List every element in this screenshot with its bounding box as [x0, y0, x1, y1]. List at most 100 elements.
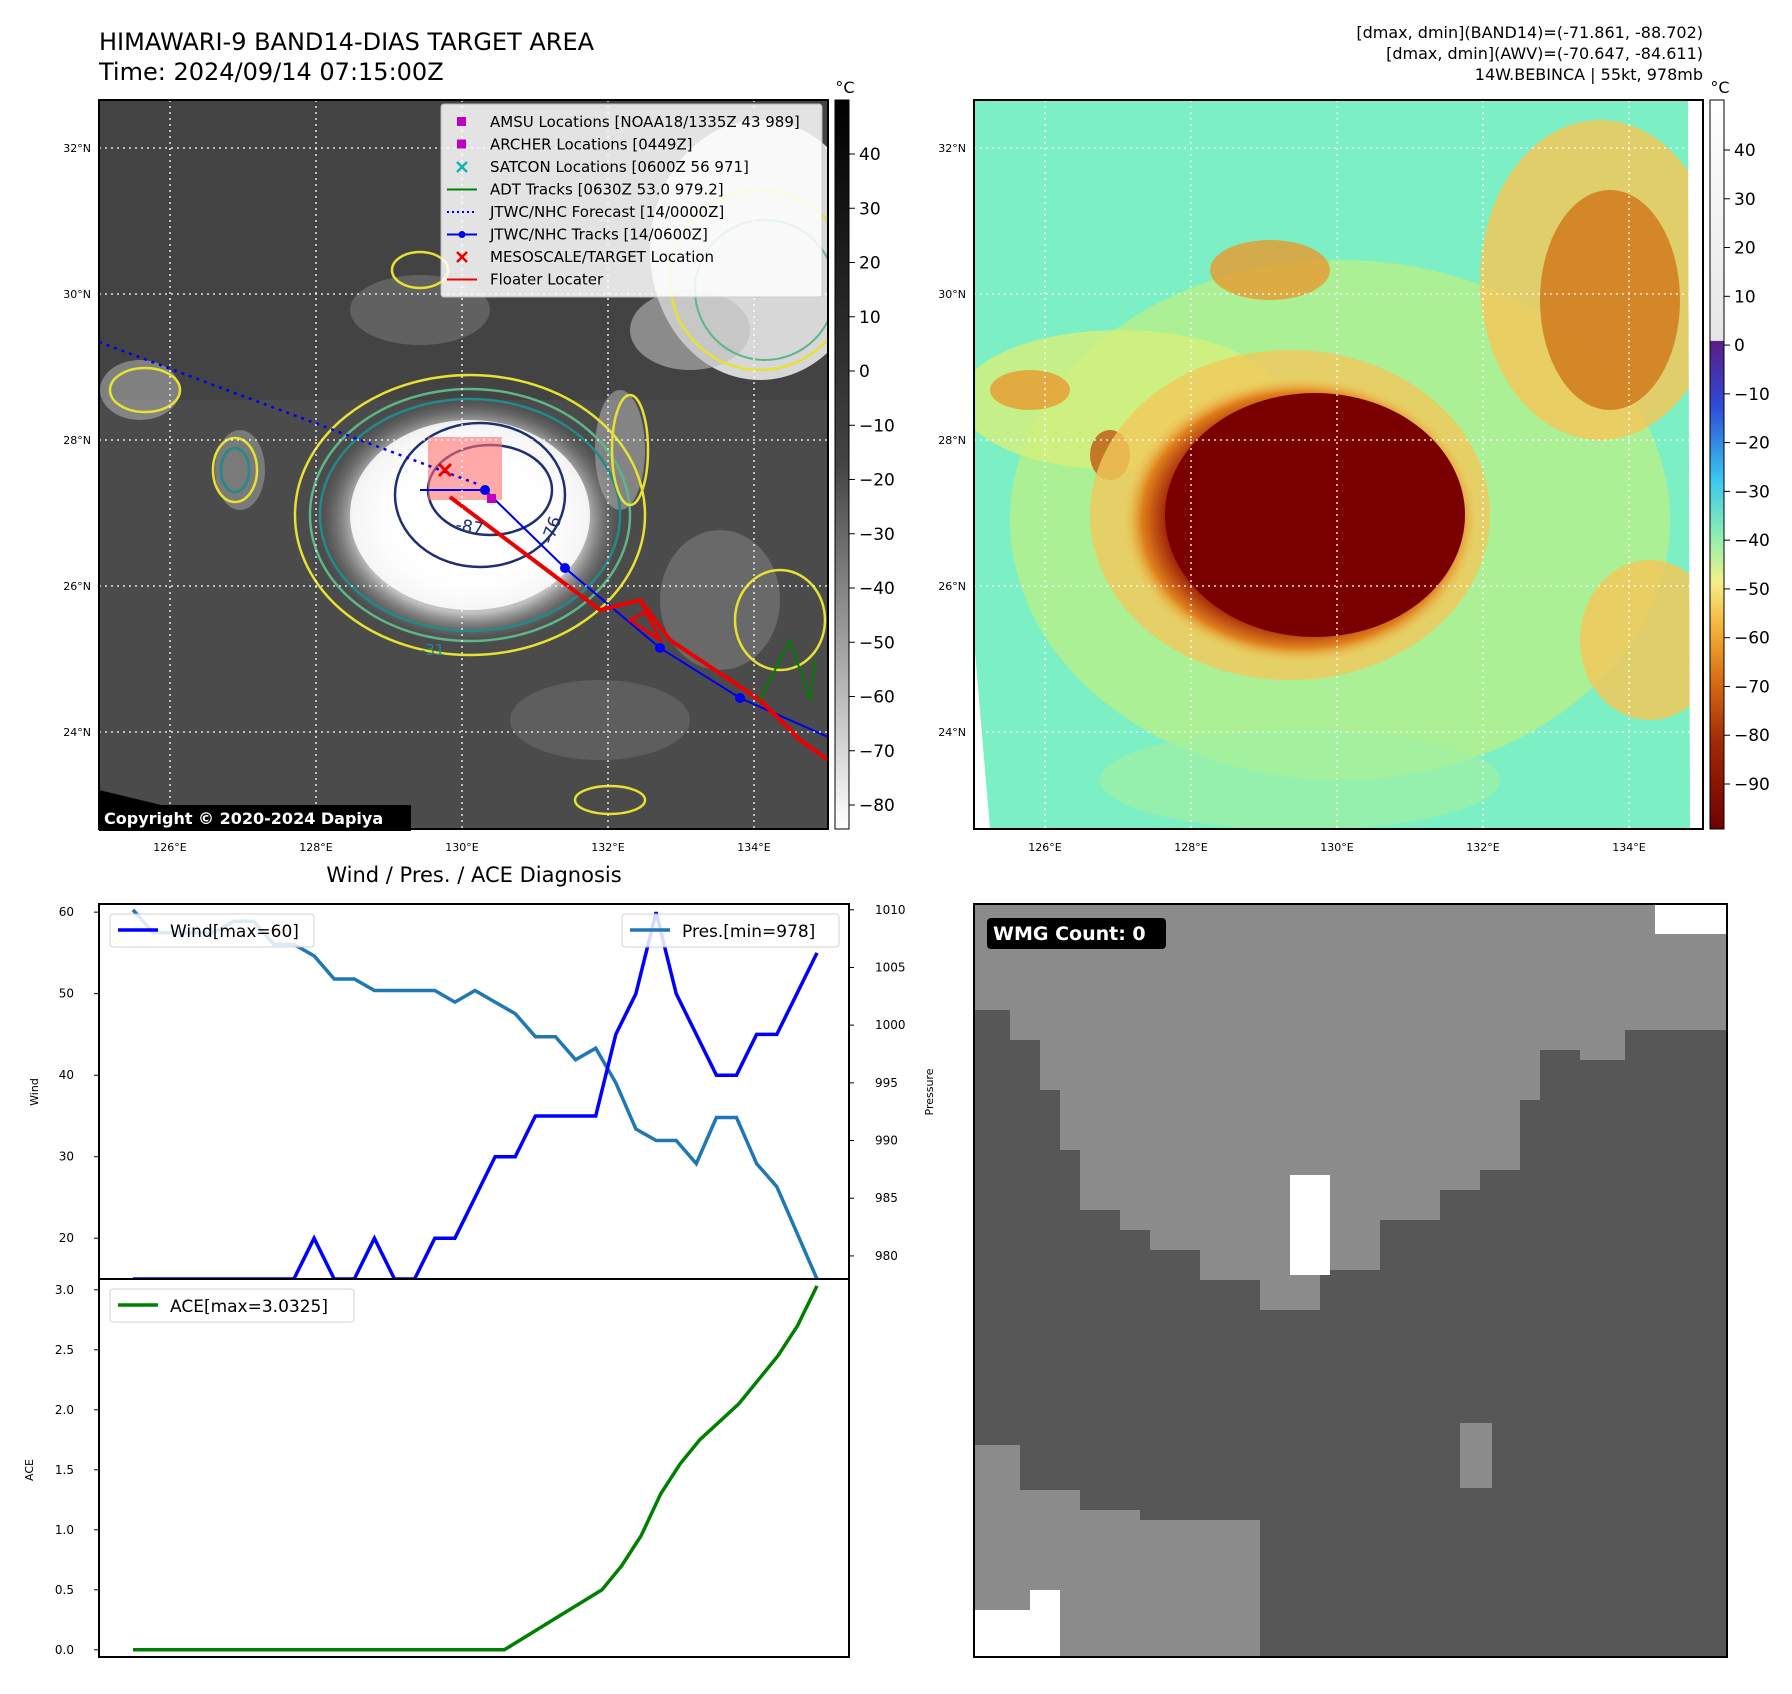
storm-info: 14W.BEBINCA | 55kt, 978mb: [1475, 65, 1703, 84]
ace-tick-label: 2.5: [55, 1343, 74, 1357]
lon-tick-label: 132°E: [1466, 841, 1499, 854]
wind-tick-label: 20: [59, 1231, 74, 1245]
colorbar-tick-label: −80: [859, 796, 895, 816]
pressure-legend-label: Pres.[min=978]: [682, 922, 815, 942]
legend-label: ADT Tracks [0630Z 53.0 979.2]: [490, 181, 724, 199]
contour-label: -31: [420, 641, 445, 659]
colorbar-tick-label: 0: [859, 362, 870, 382]
colorbar-tick-label: −10: [859, 416, 895, 436]
ir-map-panel: -87 -76 -31 AMSU Locations [NOAA18/1335Z…: [98, 99, 829, 831]
colorbar-left-unit: °C: [835, 78, 854, 97]
ace-tick-label: 0.0: [55, 1643, 74, 1657]
lat-tick-label: 30°N: [63, 288, 91, 301]
lon-tick-label: 126°E: [153, 841, 186, 854]
colorbar-tick-label: −60: [1734, 629, 1770, 649]
pressure-tick-label: 980: [875, 1249, 898, 1263]
lon-tick-label: 132°E: [591, 841, 624, 854]
legend-item: MESOSCALE/TARGET Location: [456, 248, 714, 266]
colorbar-tick-label: −20: [1734, 434, 1770, 454]
colorbar-tick-label: 30: [859, 199, 881, 219]
square-marker-icon: [457, 139, 466, 149]
colorbar-right: °C 40 30 20 10 0 −10 −20 −30 −40 −50 −60 −70 −80 −90: [1709, 78, 1770, 830]
contour-label: -87: [454, 515, 485, 540]
x-marker-icon: [456, 161, 468, 173]
stats-band14: [dmax, dmin](BAND14)=(-71.861, -88.702): [1356, 23, 1703, 42]
ace-tick-label: 1.0: [55, 1523, 74, 1537]
colorbar-tick-label: 0: [1734, 336, 1745, 356]
colorbar-tick-label: −70: [1734, 677, 1770, 697]
wind-tick-label: 40: [59, 1068, 74, 1082]
wind-tick-label: 60: [59, 905, 74, 919]
legend-item: JTWC/NHC Forecast [14/0000Z]: [447, 203, 724, 221]
lat-tick-label: 28°N: [63, 434, 91, 447]
legend-item: SATCON Locations [0600Z 56 971]: [456, 158, 749, 176]
colorbar-tick-label: −20: [859, 471, 895, 491]
copyright: Copyright © 2020-2024 Dapiya: [104, 809, 383, 828]
wind-axis-label: Wind: [28, 1078, 41, 1106]
legend-item: ARCHER Locations [0449Z]: [457, 136, 693, 154]
wmg-panel: WMG Count: 0: [973, 903, 1728, 1658]
square-marker-icon: [457, 117, 466, 126]
pressure-tick-label: 1010: [875, 903, 906, 917]
chart-title: Wind / Pres. / ACE Diagnosis: [326, 863, 621, 887]
stats-awv: [dmax, dmin](AWV)=(-70.647, -84.611): [1386, 44, 1703, 63]
ir-legend: AMSU Locations [NOAA18/1335Z 43 989] ARCH…: [440, 103, 823, 298]
lon-tick-label: 134°E: [1612, 841, 1645, 854]
colorbar-tick-label: 30: [1734, 190, 1756, 210]
colorbar-right-unit: °C: [1710, 78, 1729, 97]
lon-tick-label: 128°E: [1174, 841, 1207, 854]
x-marker-icon: [456, 251, 468, 263]
colorbar-tick-label: 20: [859, 254, 881, 274]
lat-tick-label: 24°N: [938, 726, 966, 739]
colorbar-tick-label: 40: [1734, 141, 1756, 161]
colorbar-tick-label: −80: [1734, 726, 1770, 746]
ace-axis-label: ACE: [23, 1459, 36, 1481]
ace-chart: 0.0 0.5 1.0 1.5 2.0 2.5 3.0 ACE ACE[max=3.0325…: [23, 1278, 850, 1658]
legend-label: ARCHER Locations [0449Z]: [490, 136, 693, 154]
wind-tick-label: 30: [59, 1150, 74, 1164]
lat-tick-label: 32°N: [938, 142, 966, 155]
lon-tick-label: 130°E: [445, 841, 478, 854]
lon-tick-label: 134°E: [737, 841, 770, 854]
colorbar-tick-label: −10: [1734, 385, 1770, 405]
colorbar-tick-label: −30: [1734, 482, 1770, 502]
colorbar-tick-label: 20: [1734, 239, 1756, 259]
ace-tick-label: 2.0: [55, 1403, 74, 1417]
colorbar-tick-label: −40: [859, 579, 895, 599]
colorbar-tick-label: −90: [1734, 775, 1770, 795]
colorbar-tick-label: −70: [859, 742, 895, 762]
legend-label: MESOSCALE/TARGET Location: [490, 248, 714, 266]
lon-tick-label: 128°E: [299, 841, 332, 854]
pressure-tick-label: 985: [875, 1191, 898, 1205]
legend-item: JTWC/NHC Tracks [14/0600Z]: [447, 226, 708, 244]
pressure-tick-label: 995: [875, 1076, 898, 1090]
ace-series-line: [133, 1285, 819, 1652]
colorbar-tick-label: −40: [1734, 531, 1770, 551]
lat-tick-label: 30°N: [938, 288, 966, 301]
legend-label: JTWC/NHC Tracks [14/0600Z]: [489, 226, 708, 244]
lat-tick-label: 28°N: [938, 434, 966, 447]
pressure-tick-label: 1000: [875, 1018, 906, 1032]
awv-map-panel: [973, 99, 1704, 830]
wind-tick-label: 50: [59, 987, 74, 1001]
ace-tick-label: 0.5: [55, 1583, 74, 1597]
ace-legend-label: ACE[max=3.0325]: [170, 1297, 328, 1317]
colorbar-tick-label: −60: [859, 688, 895, 708]
lat-tick-label: 26°N: [63, 580, 91, 593]
dot-icon: [458, 231, 466, 238]
ace-legend: ACE[max=3.0325]: [109, 1288, 355, 1323]
legend-item: AMSU Locations [NOAA18/1335Z 43 989]: [457, 113, 800, 131]
colorbar-left: °C 40 30 20 10 0 −10 −20 −30 −40 −50 −60 −70 −80: [834, 78, 895, 830]
colorbar-tick-label: −30: [859, 525, 895, 545]
colorbar-tick-label: 10: [1734, 287, 1756, 307]
legend-label: JTWC/NHC Forecast [14/0000Z]: [489, 203, 724, 221]
ace-tick-label: 3.0: [55, 1283, 74, 1297]
legend-label: AMSU Locations [NOAA18/1335Z 43 989]: [490, 113, 800, 131]
wind-legend-label: Wind[max=60]: [170, 922, 299, 942]
legend-label: SATCON Locations [0600Z 56 971]: [490, 158, 749, 176]
pressure-axis-label: Pressure: [923, 1068, 936, 1115]
colorbar-tick-label: −50: [859, 633, 895, 653]
legend-item: ADT Tracks [0630Z 53.0 979.2]: [447, 181, 724, 199]
